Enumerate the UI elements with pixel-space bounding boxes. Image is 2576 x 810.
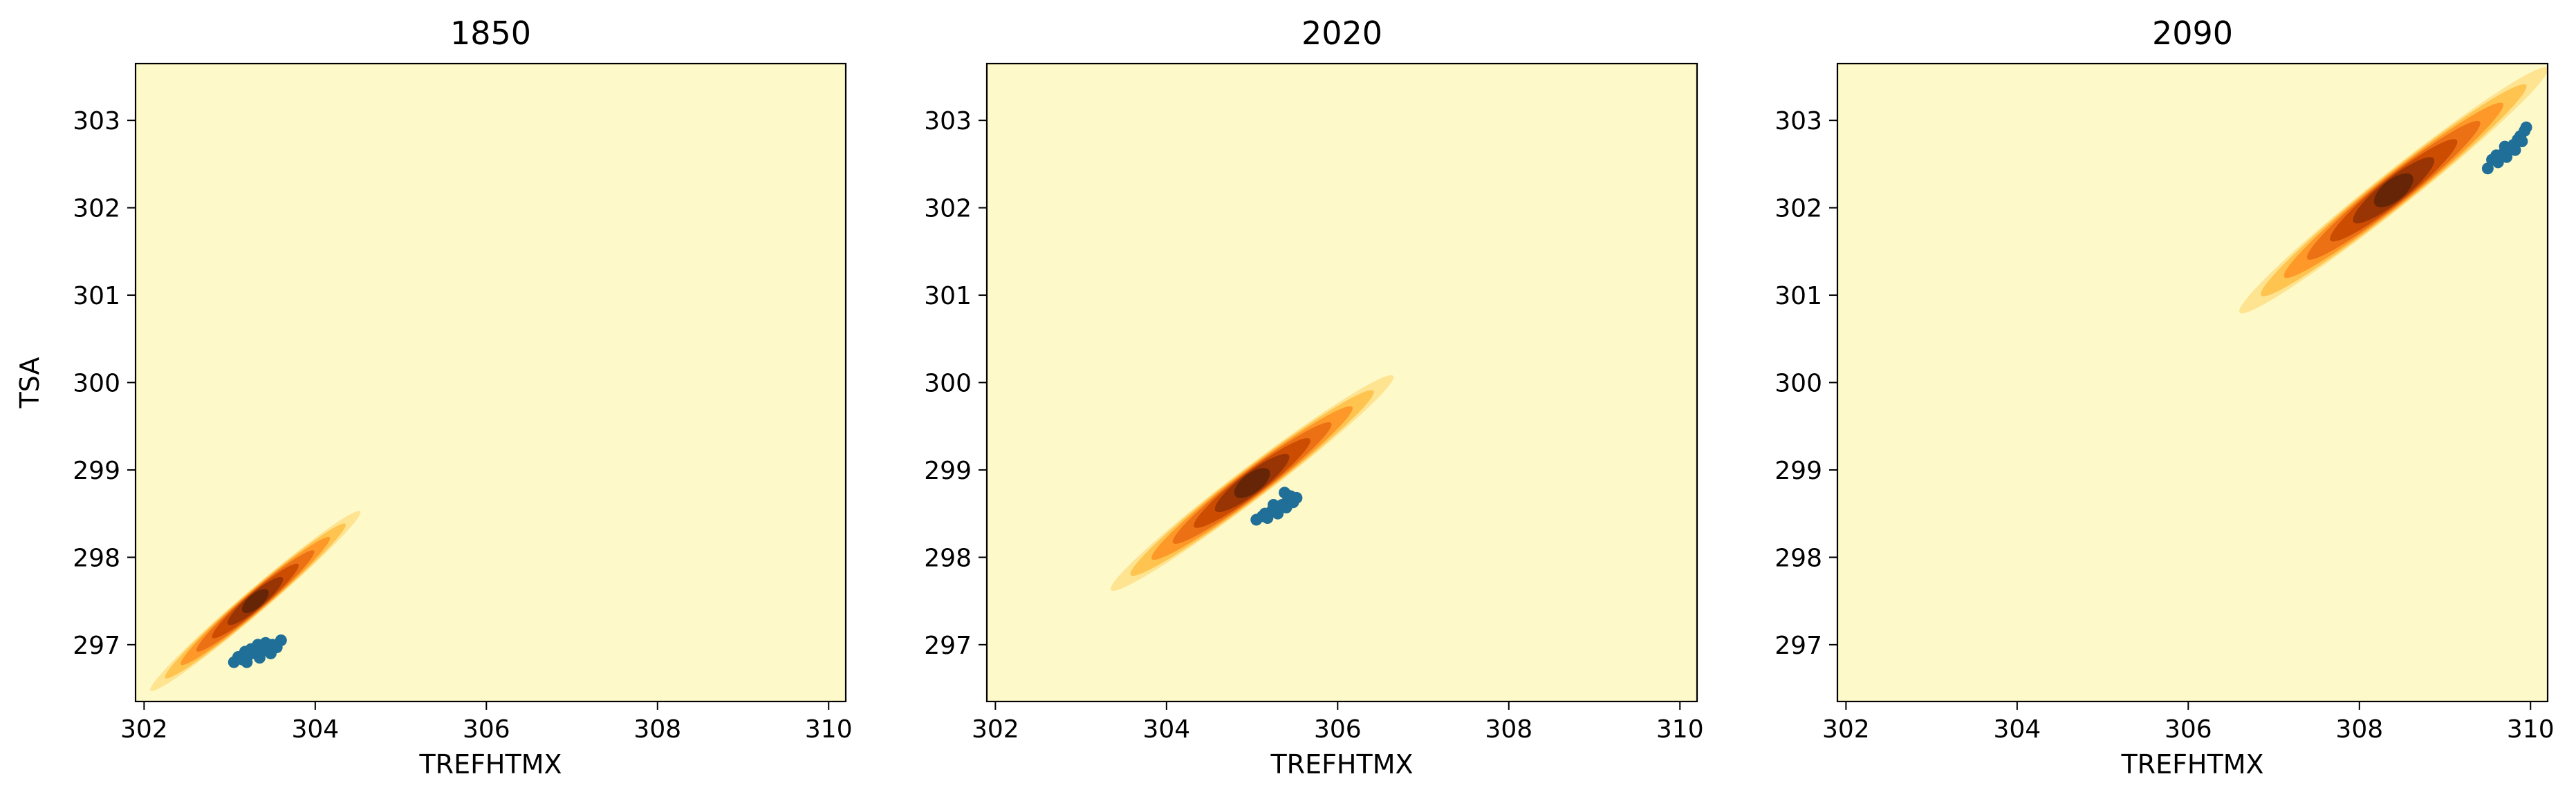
x-tick-label: 304 bbox=[291, 715, 339, 744]
y-tick-label: 299 bbox=[924, 457, 972, 485]
x-tick-label: 304 bbox=[1993, 715, 2041, 744]
y-tick-label: 300 bbox=[1775, 370, 1822, 398]
x-tick-label: 306 bbox=[463, 715, 510, 744]
x-tick-label: 306 bbox=[1314, 715, 1362, 744]
y-tick-label: 302 bbox=[73, 195, 120, 223]
x-tick-label: 302 bbox=[120, 715, 168, 744]
density-level-7 bbox=[1234, 468, 1270, 498]
y-tick-label: 303 bbox=[924, 107, 972, 135]
y-axis-label: TSA bbox=[15, 357, 45, 408]
subplot-2: 302 304 306 308 310 297 298 299 300 301 302 303 2020… bbox=[924, 15, 1703, 780]
x-axis-label: TREFHTMX bbox=[2120, 749, 2263, 780]
x-axis-label: TREFHTMX bbox=[1270, 749, 1413, 780]
y-tick-label: 302 bbox=[924, 195, 972, 223]
data-point bbox=[2499, 140, 2511, 153]
x-tick-label: 304 bbox=[1142, 715, 1190, 744]
data-point bbox=[1279, 487, 1291, 499]
data-point bbox=[1259, 507, 1271, 520]
y-tick-label: 301 bbox=[1775, 282, 1822, 310]
x-tick-label: 308 bbox=[633, 715, 681, 744]
x-tick-label: 310 bbox=[2507, 715, 2555, 744]
y-tick-label: 299 bbox=[1775, 457, 1822, 485]
y-tick-label: 301 bbox=[924, 282, 972, 310]
y-tick-label: 300 bbox=[924, 370, 972, 398]
scatter-points bbox=[1250, 487, 1303, 526]
data-point bbox=[2481, 162, 2494, 175]
x-tick-label: 310 bbox=[1656, 715, 1704, 744]
y-tick-label: 298 bbox=[924, 544, 972, 572]
density-level-7 bbox=[241, 589, 269, 613]
data-point bbox=[275, 634, 287, 646]
panels: 302 304 306 308 310 297 298 299 300 301 302 303 1850… bbox=[15, 15, 2555, 780]
y-tick-label: 301 bbox=[73, 282, 120, 310]
subplot-title: 1850 bbox=[450, 15, 531, 52]
data-point bbox=[2490, 149, 2503, 162]
scatter-points bbox=[228, 634, 287, 668]
y-tick-label: 298 bbox=[1775, 544, 1822, 572]
y-tick-label: 303 bbox=[73, 107, 120, 135]
subplot-title: 2090 bbox=[2152, 15, 2233, 52]
y-tick-label: 303 bbox=[1775, 107, 1822, 135]
subplot-1: 302 304 306 308 310 297 298 299 300 301 302 303 1850… bbox=[15, 15, 853, 780]
data-point bbox=[2516, 135, 2528, 148]
scatter-points bbox=[2481, 121, 2532, 175]
data-point bbox=[265, 647, 277, 659]
y-tick-label: 302 bbox=[1775, 195, 1822, 223]
subplot-3: 302 304 306 308 310 297 298 299 300 301 302 303 2090… bbox=[1775, 15, 2555, 780]
data-point bbox=[253, 652, 266, 664]
x-tick-label: 308 bbox=[1485, 715, 1532, 744]
density-level-7 bbox=[2373, 173, 2413, 207]
x-tick-label: 302 bbox=[972, 715, 1019, 744]
x-tick-label: 310 bbox=[805, 715, 853, 744]
density-contours bbox=[1110, 375, 1394, 591]
density-contours bbox=[2239, 67, 2548, 314]
x-axis-label: TREFHTMX bbox=[418, 749, 562, 780]
data-point bbox=[1290, 491, 1303, 504]
data-point bbox=[1272, 507, 1284, 520]
x-tick-label: 306 bbox=[2165, 715, 2212, 744]
subplot-title: 2020 bbox=[1301, 15, 1382, 52]
x-tick-label: 302 bbox=[1822, 715, 1870, 744]
y-tick-label: 300 bbox=[73, 370, 120, 398]
data-point bbox=[1268, 499, 1280, 511]
data-point bbox=[241, 656, 253, 668]
data-point bbox=[2520, 121, 2532, 133]
y-tick-label: 298 bbox=[73, 544, 120, 572]
data-point bbox=[2509, 144, 2521, 156]
y-tick-label: 297 bbox=[1775, 632, 1822, 660]
plot-area bbox=[987, 64, 1697, 701]
y-tick-label: 297 bbox=[924, 632, 972, 660]
x-tick-label: 308 bbox=[2335, 715, 2383, 744]
y-tick-label: 297 bbox=[73, 632, 120, 660]
y-tick-label: 299 bbox=[73, 457, 120, 485]
density-contours bbox=[150, 511, 361, 691]
